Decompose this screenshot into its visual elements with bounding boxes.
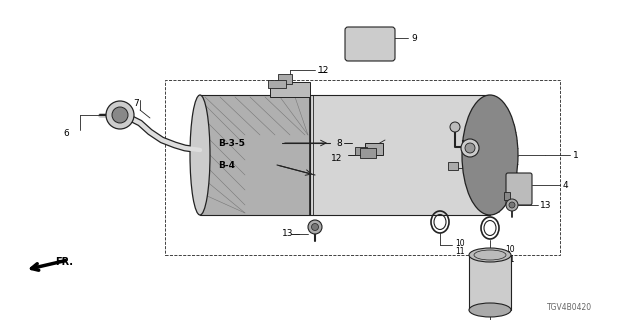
Text: 9: 9 bbox=[411, 34, 417, 43]
Circle shape bbox=[450, 122, 460, 132]
Text: 10: 10 bbox=[455, 238, 465, 247]
Circle shape bbox=[509, 202, 515, 208]
Bar bbox=[278, 74, 292, 84]
Circle shape bbox=[112, 107, 128, 123]
Ellipse shape bbox=[469, 303, 511, 317]
Circle shape bbox=[506, 199, 518, 211]
Ellipse shape bbox=[469, 248, 511, 262]
Bar bbox=[355, 147, 367, 155]
Text: 1: 1 bbox=[573, 150, 579, 159]
Ellipse shape bbox=[190, 95, 210, 215]
Circle shape bbox=[465, 143, 475, 153]
Circle shape bbox=[312, 223, 319, 230]
Text: TGV4B0420: TGV4B0420 bbox=[547, 303, 593, 313]
Text: 2: 2 bbox=[498, 139, 504, 148]
Bar bbox=[310, 95, 490, 215]
Text: 5: 5 bbox=[478, 165, 484, 174]
Circle shape bbox=[308, 220, 322, 234]
Text: 6: 6 bbox=[63, 129, 68, 138]
Bar bbox=[270, 82, 310, 97]
Ellipse shape bbox=[462, 95, 518, 215]
Text: 4: 4 bbox=[563, 180, 568, 189]
Bar bbox=[365, 143, 383, 155]
Text: B-3-5: B-3-5 bbox=[218, 139, 245, 148]
Text: 13: 13 bbox=[540, 201, 552, 210]
Text: 12: 12 bbox=[318, 66, 330, 75]
Text: FR.: FR. bbox=[55, 257, 73, 267]
Circle shape bbox=[461, 139, 479, 157]
Bar bbox=[360, 148, 376, 158]
Bar bbox=[469, 255, 511, 310]
Text: 12: 12 bbox=[331, 154, 342, 163]
Text: 3: 3 bbox=[492, 300, 498, 309]
Bar bbox=[165, 80, 560, 255]
Text: 8: 8 bbox=[336, 139, 342, 148]
Text: 13: 13 bbox=[282, 229, 293, 238]
Text: 7: 7 bbox=[133, 99, 139, 108]
Text: 11: 11 bbox=[505, 254, 515, 263]
Bar bbox=[448, 162, 458, 170]
FancyBboxPatch shape bbox=[506, 173, 532, 205]
Bar bbox=[200, 95, 310, 215]
Text: 11: 11 bbox=[455, 247, 465, 257]
FancyBboxPatch shape bbox=[345, 27, 395, 61]
Text: B-4: B-4 bbox=[218, 161, 235, 170]
Circle shape bbox=[106, 101, 134, 129]
Bar bbox=[504, 192, 510, 200]
Bar bbox=[268, 80, 286, 88]
Text: 10: 10 bbox=[505, 245, 515, 254]
